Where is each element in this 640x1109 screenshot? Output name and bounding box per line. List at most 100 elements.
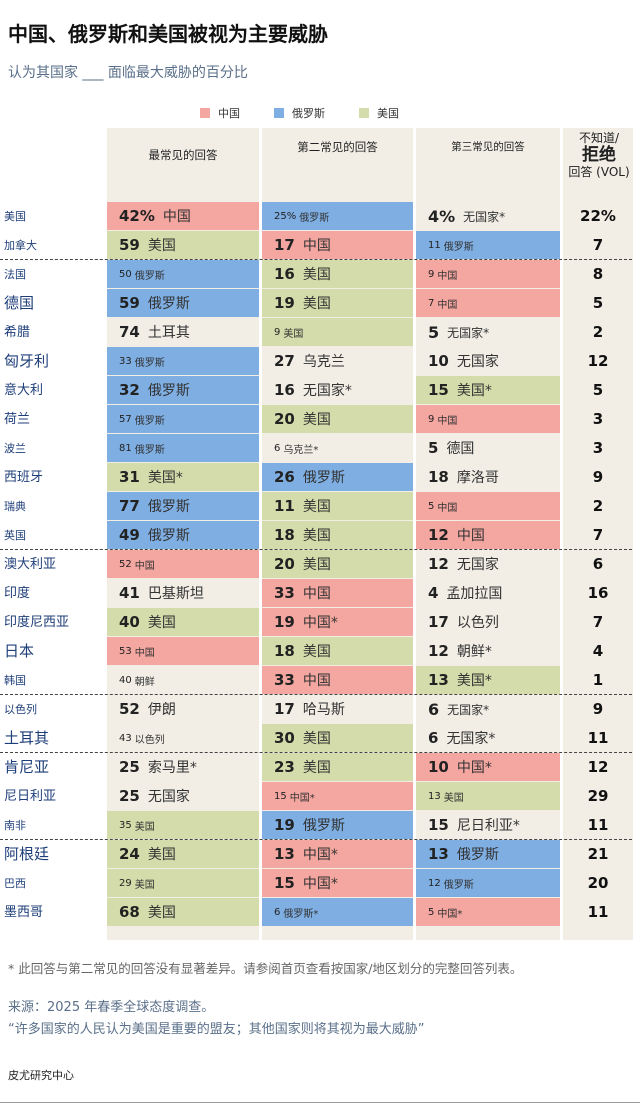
country-label: 墨西哥 (4, 905, 44, 920)
response-cell-first: 29 美国 (107, 869, 259, 897)
response-label: 美国 (302, 760, 331, 776)
response-cell-third: 6 无国家* (416, 695, 560, 723)
response-value: 52 (119, 558, 132, 570)
legend-label-china: 中国 (218, 107, 240, 120)
response-value: 17 (274, 236, 295, 254)
region-divider (0, 752, 632, 753)
response-label: 俄罗斯 (134, 270, 165, 282)
table-row: 匈牙利 33 俄罗斯 27 乌克兰 10 无国家 12 (0, 347, 640, 376)
response-label: 无国家* (463, 209, 506, 224)
country-label: 阿根廷 (4, 845, 50, 863)
response-value: 5 (428, 906, 435, 918)
response-value: 11 (428, 239, 441, 251)
response-label: 无国家* (447, 702, 490, 717)
response-label: 无国家 (456, 354, 499, 370)
response-cell-first: 52 中国 (107, 550, 259, 578)
response-label: 中国* (437, 908, 463, 920)
response-label: 中国 (162, 209, 191, 225)
response-cell-first: 81 俄罗斯 (107, 434, 259, 462)
response-value: 6 (428, 729, 439, 747)
legend-label-usa: 美国 (377, 107, 399, 120)
response-label: 俄罗斯 (147, 499, 190, 515)
response-label: 孟加拉国 (446, 586, 503, 602)
response-value: 25 (119, 787, 140, 805)
response-value: 29 (119, 877, 132, 889)
legend-item-usa: 美国 (359, 105, 399, 121)
table-row: 印度尼西亚 40 美国 19 中国* 17 以色列 7 (0, 608, 640, 637)
response-value: 40 (119, 674, 132, 686)
footnote: * 此回答与第二常见的回答没有显著差异。请参阅首页查看按国家/地区划分的完整回答… (8, 961, 523, 976)
legend: 中国 俄罗斯 美国 (200, 105, 399, 121)
response-cell-third: 7 中国 (416, 289, 560, 317)
response-cell-third: 10 无国家 (416, 347, 560, 375)
country-label: 澳大利亚 (4, 557, 57, 572)
response-cell-third: 12 俄罗斯 (416, 869, 560, 897)
response-value: 17 (274, 700, 295, 718)
response-value: 42% (119, 207, 155, 225)
table-row: 西班牙 31 美国* 26 俄罗斯 18 摩洛哥 9 (0, 463, 640, 492)
response-label: 俄罗斯 (147, 296, 190, 312)
response-value: 19 (274, 816, 295, 834)
response-label: 土耳其 (147, 325, 190, 341)
response-value: 16 (274, 265, 295, 283)
dk-value: 11 (587, 903, 609, 921)
table-row: 荷兰 57 俄罗斯 20 美国 9 中国 3 (0, 405, 640, 434)
dk-value: 7 (592, 236, 604, 254)
dk-value: 16 (587, 584, 609, 602)
response-cell-second: 27 乌克兰 (262, 347, 413, 375)
response-label: 以色列 (456, 615, 499, 631)
legend-swatch-russia (274, 108, 284, 118)
response-cell-first: 59 俄罗斯 (107, 289, 259, 317)
region-divider (0, 839, 632, 840)
response-label: 乌克兰* (283, 444, 319, 456)
response-label: 美国 (147, 615, 176, 631)
response-cell-first: 53 中国 (107, 637, 259, 665)
response-label: 尼日利亚* (456, 818, 520, 834)
country-label: 肯尼亚 (4, 758, 50, 776)
country-label: 西班牙 (4, 470, 44, 485)
country-label: 英国 (4, 529, 26, 542)
response-value: 59 (119, 294, 140, 312)
response-value: 15 (428, 816, 449, 834)
response-label: 无国家 (456, 557, 499, 573)
column-header-dk-line2: 拒绝 (582, 145, 616, 165)
table-row: 日本 53 中国 18 美国 12 朝鲜* 4 (0, 637, 640, 666)
legend-swatch-china (200, 108, 210, 118)
response-label: 美国 (147, 847, 176, 863)
table-row: 希腊 74 土耳其 9 美国 5 无国家* 2 (0, 318, 640, 347)
response-value: 12 (428, 526, 449, 544)
response-cell-first: 43 以色列 (107, 724, 259, 752)
response-label: 俄罗斯 (147, 383, 190, 399)
response-label: 美国 (443, 792, 464, 804)
dk-value: 8 (592, 265, 604, 283)
response-value: 18 (274, 642, 295, 660)
response-value: 4 (428, 584, 439, 602)
country-label: 印度 (4, 586, 31, 601)
response-cell-second: 15 中国* (262, 782, 413, 810)
region-divider (0, 259, 632, 260)
response-cell-second: 33 中国 (262, 579, 413, 607)
response-value: 33 (274, 671, 295, 689)
response-value: 33 (119, 355, 132, 367)
response-cell-second: 9 美国 (262, 318, 413, 346)
dk-value: 2 (592, 323, 604, 341)
response-value: 57 (119, 413, 132, 425)
response-label: 中国 (437, 502, 458, 514)
column-header-second: 第二常见的回答 (297, 140, 378, 154)
response-value: 30 (274, 729, 295, 747)
country-label: 瑞典 (4, 500, 26, 513)
dk-value: 21 (587, 845, 609, 863)
response-cell-third: 13 俄罗斯 (416, 840, 560, 868)
response-cell-first: 25 无国家 (107, 782, 259, 810)
table-row: 以色列 52 伊朗 17 哈马斯 6 无国家* 9 (0, 695, 640, 724)
response-cell-second: 33 中国 (262, 666, 413, 694)
response-value: 77 (119, 497, 140, 515)
response-cell-first: 31 美国* (107, 463, 259, 491)
page-title: 中国、俄罗斯和美国被视为主要威胁 (8, 22, 328, 46)
response-label: 中国* (302, 876, 338, 892)
response-label: 美国 (302, 528, 331, 544)
table-row: 尼日利亚 25 无国家 15 中国* 13 美国 29 (0, 782, 640, 811)
response-value: 10 (428, 758, 449, 776)
response-value: 5 (428, 322, 440, 342)
response-label: 中国* (302, 615, 338, 631)
